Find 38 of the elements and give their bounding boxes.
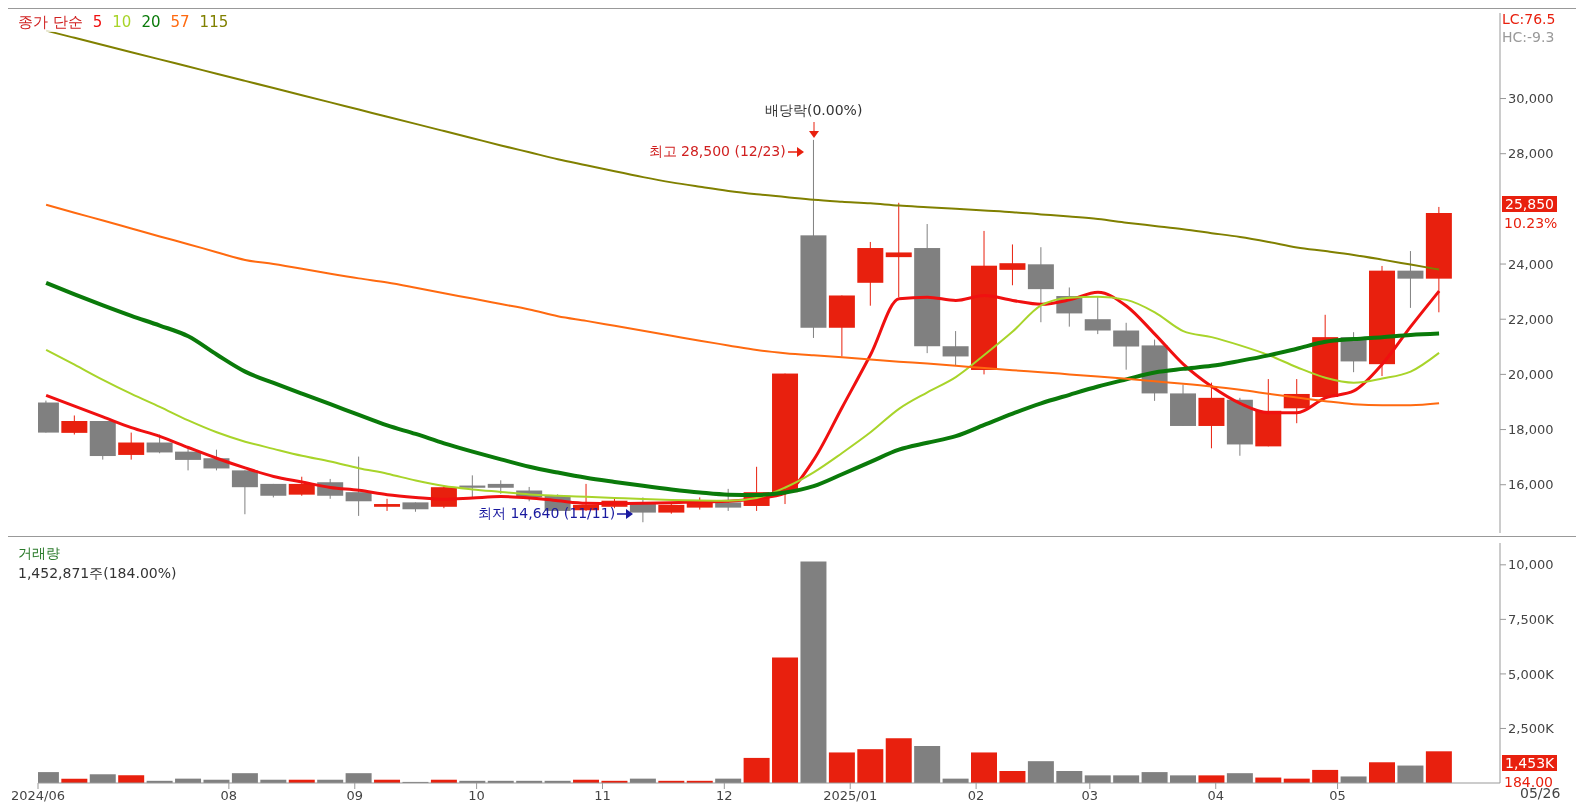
x-tick-label: 03 [1081, 788, 1099, 804]
y-tick-label: 28,000 [1508, 146, 1554, 162]
text: 1,452,871주(184.00%) [18, 564, 177, 583]
text: LC:76.5 [1502, 11, 1556, 27]
y-tick-label: 5,000K [1508, 666, 1555, 682]
y-tick-label: 18,000 [1508, 422, 1554, 438]
y-tick-label: 24,000 [1508, 256, 1554, 272]
y-tick-label: 10,000 [1508, 557, 1554, 573]
x-tick-label: 2025/01 [823, 788, 878, 804]
y-tick-label: 7,500K [1508, 611, 1555, 627]
x-tick-label: 12 [716, 788, 733, 804]
text: HC:-9.3 [1502, 29, 1555, 45]
text: 57 [170, 13, 190, 32]
x-tick-label: 09 [346, 788, 364, 804]
y-tick-label: 30,000 [1508, 91, 1554, 107]
text: 115 [199, 13, 229, 32]
x-tick-label: 02 [967, 788, 985, 804]
text: 10.23% [1504, 215, 1558, 231]
y-tick-label: 16,000 [1508, 477, 1554, 493]
annotation: 최저 14,640 (11/11) [477, 505, 616, 524]
x-tick-label: 2024/06 [10, 788, 66, 804]
x-tick-label: 11 [594, 788, 611, 804]
chart-title: 거래량 [18, 544, 61, 563]
x-tick-label: 10 [468, 788, 485, 804]
text: 5 [92, 13, 103, 32]
legend-title: 종가 단순 [18, 13, 83, 32]
x-tick-label: 08 [220, 788, 238, 804]
text: 25,850 [1502, 196, 1557, 212]
y-tick-label: 2,500K [1508, 721, 1555, 737]
y-tick-label: 22,000 [1508, 311, 1554, 327]
text: 20 [141, 13, 161, 32]
annotation: 배당락(0.00%) [763, 101, 864, 120]
text: 10 [112, 13, 132, 32]
x-tick-label: 05 [1329, 788, 1346, 804]
y-tick-label: 20,000 [1508, 366, 1554, 382]
x-tick-label: 04 [1207, 788, 1224, 804]
text: 1,453K [1502, 755, 1558, 771]
annotation: 최고 28,500 (12/23) [648, 142, 786, 161]
